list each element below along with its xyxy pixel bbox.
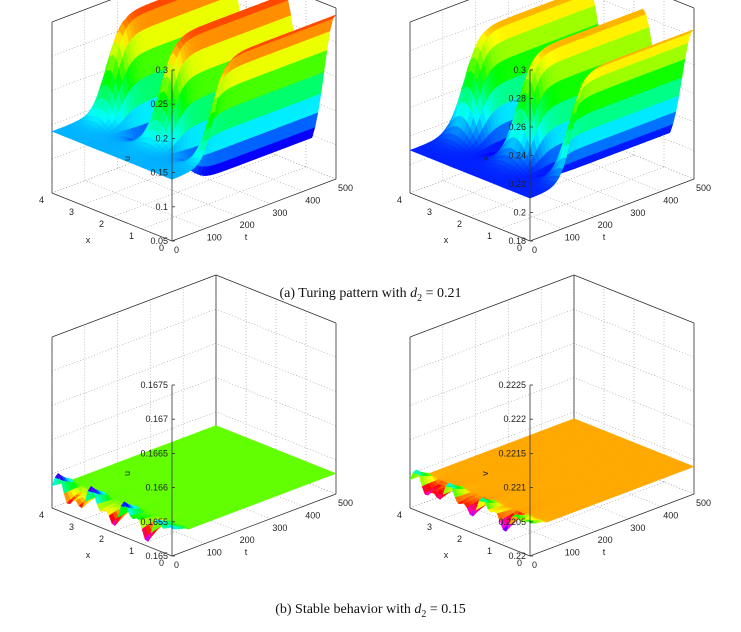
floor-grid-line [150, 155, 271, 205]
z-tick-label: 0.2 [513, 208, 526, 218]
x-tick-label: 0 [159, 243, 164, 253]
z-axis-label: v [480, 156, 490, 161]
z-tick-label: 0.2 [155, 133, 168, 143]
z-tick-label: 0.28 [508, 94, 526, 104]
axis-edge [529, 178, 695, 242]
t-tick-label: 500 [696, 183, 711, 193]
plot-u-turing: 0.050.10.150.20.250.30123401002003004005… [39, 0, 353, 255]
surface [409, 0, 695, 199]
axis-edge [409, 192, 531, 242]
t-tick-label: 200 [240, 220, 255, 230]
t-tick-label: 500 [338, 183, 353, 193]
x-tick-label: 3 [69, 207, 74, 217]
z-tick-label: 0.25 [150, 99, 168, 109]
wall-grid-line [51, 308, 217, 372]
wall-grid-line [51, 343, 217, 406]
z-tick-label: 0.3 [513, 65, 526, 75]
z-tick-label: 0.1 [155, 202, 168, 212]
t-tick-label: 200 [598, 220, 613, 230]
floor-grid-line [111, 154, 277, 218]
t-tick-label: 100 [565, 233, 580, 243]
x-axis-label: x [86, 235, 91, 245]
z-axis-label: u [122, 156, 132, 161]
t-tick-label: 400 [663, 195, 678, 205]
floor-grid-line [84, 180, 205, 229]
t-tick-label: 100 [207, 233, 222, 243]
axis-edge [51, 192, 173, 242]
z-tick-label: 0.24 [508, 151, 526, 161]
x-tick-label: 2 [457, 219, 462, 229]
x-tick-label: 4 [39, 195, 44, 205]
x-tick-label: 1 [129, 231, 134, 241]
plot-u-stable: 0.1650.16550.1660.16650.1670.16750123401… [39, 274, 353, 570]
wall-grid-line [51, 377, 217, 440]
axis-edge [171, 178, 337, 242]
x-tick-label: 4 [397, 195, 402, 205]
z-tick-label: 0.15 [150, 168, 168, 178]
x-tick-label: 2 [99, 219, 104, 229]
x-tick-label: 0 [517, 243, 522, 253]
z-tick-label: 0.26 [508, 122, 526, 132]
t-tick-label: 300 [272, 208, 287, 218]
x-tick-label: 3 [427, 207, 432, 217]
z-tick-label: 0.22 [508, 179, 526, 189]
t-tick-label: 300 [630, 208, 645, 218]
floor-grid-line [141, 166, 307, 230]
t-tick-label: 0 [174, 245, 179, 255]
floor-grid-line [183, 143, 304, 192]
z-tick-label: 0.3 [155, 65, 168, 75]
plot-v-turing: 0.180.20.220.240.260.280.301234010020030… [397, 0, 711, 255]
axis-edge [51, 274, 217, 338]
t-axis-label: t [603, 232, 606, 242]
axis-edge [51, 0, 112, 23]
x-axis-label: x [444, 235, 449, 245]
wall-grid-line [215, 130, 337, 180]
t-axis-label: t [245, 232, 248, 242]
t-tick-label: 0 [532, 245, 537, 255]
floor-grid-line [117, 167, 238, 217]
surface [51, 0, 337, 180]
x-tick-label: 1 [487, 231, 492, 241]
t-tick-label: 400 [305, 195, 320, 205]
wall-grid-line [215, 96, 337, 146]
